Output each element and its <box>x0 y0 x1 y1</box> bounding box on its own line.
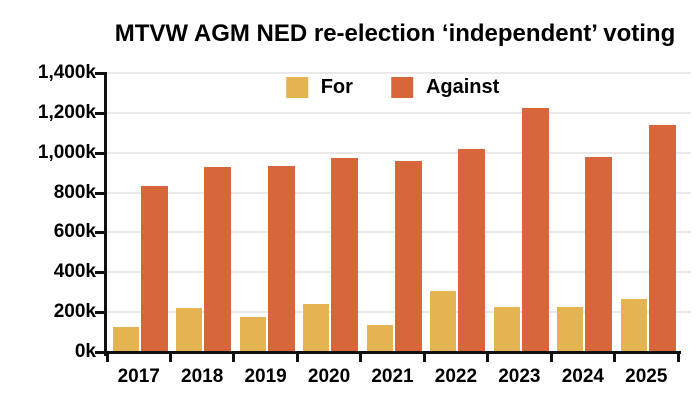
x-axis-line <box>104 351 681 354</box>
bar-against-2025 <box>648 124 676 352</box>
y-tick-label: 400k <box>53 261 96 283</box>
legend-swatch-against <box>390 77 413 98</box>
bar-for-2023 <box>493 307 520 352</box>
x-axis-tick <box>105 353 109 362</box>
y-tick-600k <box>95 231 104 235</box>
bar-against-2018 <box>204 166 232 352</box>
legend: For Against <box>285 76 500 99</box>
x-axis-tick <box>422 353 426 362</box>
y-tick-label: 1,200k <box>37 101 96 123</box>
x-axis-tick <box>549 353 553 362</box>
x-tick-label-2023: 2023 <box>498 366 541 387</box>
y-tick-label: 1,400k <box>37 62 96 83</box>
bar-against-2020 <box>331 157 359 352</box>
y-tick-800k <box>95 191 104 195</box>
bar-for-2019 <box>239 317 266 352</box>
bar-for-2021 <box>366 325 393 352</box>
x-axis-tick <box>232 353 236 362</box>
x-axis-tick <box>359 353 363 362</box>
y-tick-200k <box>95 311 104 315</box>
y-tick-label: 0k <box>74 341 96 362</box>
legend-swatch-for <box>285 77 308 98</box>
plot-area: For Against <box>95 72 691 362</box>
y-tick-1,400k <box>95 72 104 75</box>
bar-against-2023 <box>521 107 549 352</box>
bar-for-2022 <box>430 291 457 352</box>
bar-for-2024 <box>557 307 584 352</box>
y-tick-label: 800k <box>53 181 96 203</box>
bar-for-2017 <box>113 327 139 352</box>
x-tick-label-2018: 2018 <box>181 366 224 387</box>
gridline-1,000k <box>107 151 691 154</box>
legend-item-against: Against <box>390 76 500 99</box>
chart-title: MTVW AGM NED re-election ‘independent’ v… <box>114 20 676 47</box>
y-tick-label: 200k <box>53 301 96 323</box>
gridline-1,200k <box>107 111 691 114</box>
bar-against-2019 <box>267 165 295 352</box>
y-tick-0k <box>95 351 104 354</box>
legend-label-against: Against <box>425 76 500 98</box>
bar-for-2025 <box>620 299 647 352</box>
gridline-1,400k <box>107 72 691 74</box>
x-tick-label-2024: 2024 <box>561 366 604 387</box>
x-tick-label-2020: 2020 <box>307 366 351 387</box>
bar-for-2020 <box>303 304 330 352</box>
bar-against-2024 <box>585 156 613 352</box>
bar-against-2021 <box>394 160 422 352</box>
legend-label-for: For <box>320 76 353 98</box>
bar-against-2017 <box>141 185 168 352</box>
y-tick-1,000k <box>95 151 104 155</box>
legend-item-for: For <box>285 76 353 99</box>
y-axis-line <box>104 72 107 356</box>
x-tick-label-2019: 2019 <box>244 366 287 387</box>
x-axis-tick <box>486 353 490 362</box>
x-tick-label-2022: 2022 <box>434 366 478 387</box>
bar-against-2022 <box>458 148 486 352</box>
x-tick-label-2025: 2025 <box>625 366 668 387</box>
x-axis-tick <box>168 353 172 362</box>
x-axis-tick <box>295 353 299 362</box>
y-tick-label: 1,000k <box>37 141 96 163</box>
x-tick-label-2017: 2017 <box>117 366 160 387</box>
y-tick-400k <box>95 271 104 275</box>
y-tick-label: 600k <box>53 221 96 243</box>
x-axis-tick <box>676 353 680 362</box>
bar-for-2018 <box>176 308 203 352</box>
x-axis-tick <box>613 353 617 362</box>
x-tick-label-2021: 2021 <box>371 366 414 387</box>
y-tick-1,200k <box>95 111 104 115</box>
